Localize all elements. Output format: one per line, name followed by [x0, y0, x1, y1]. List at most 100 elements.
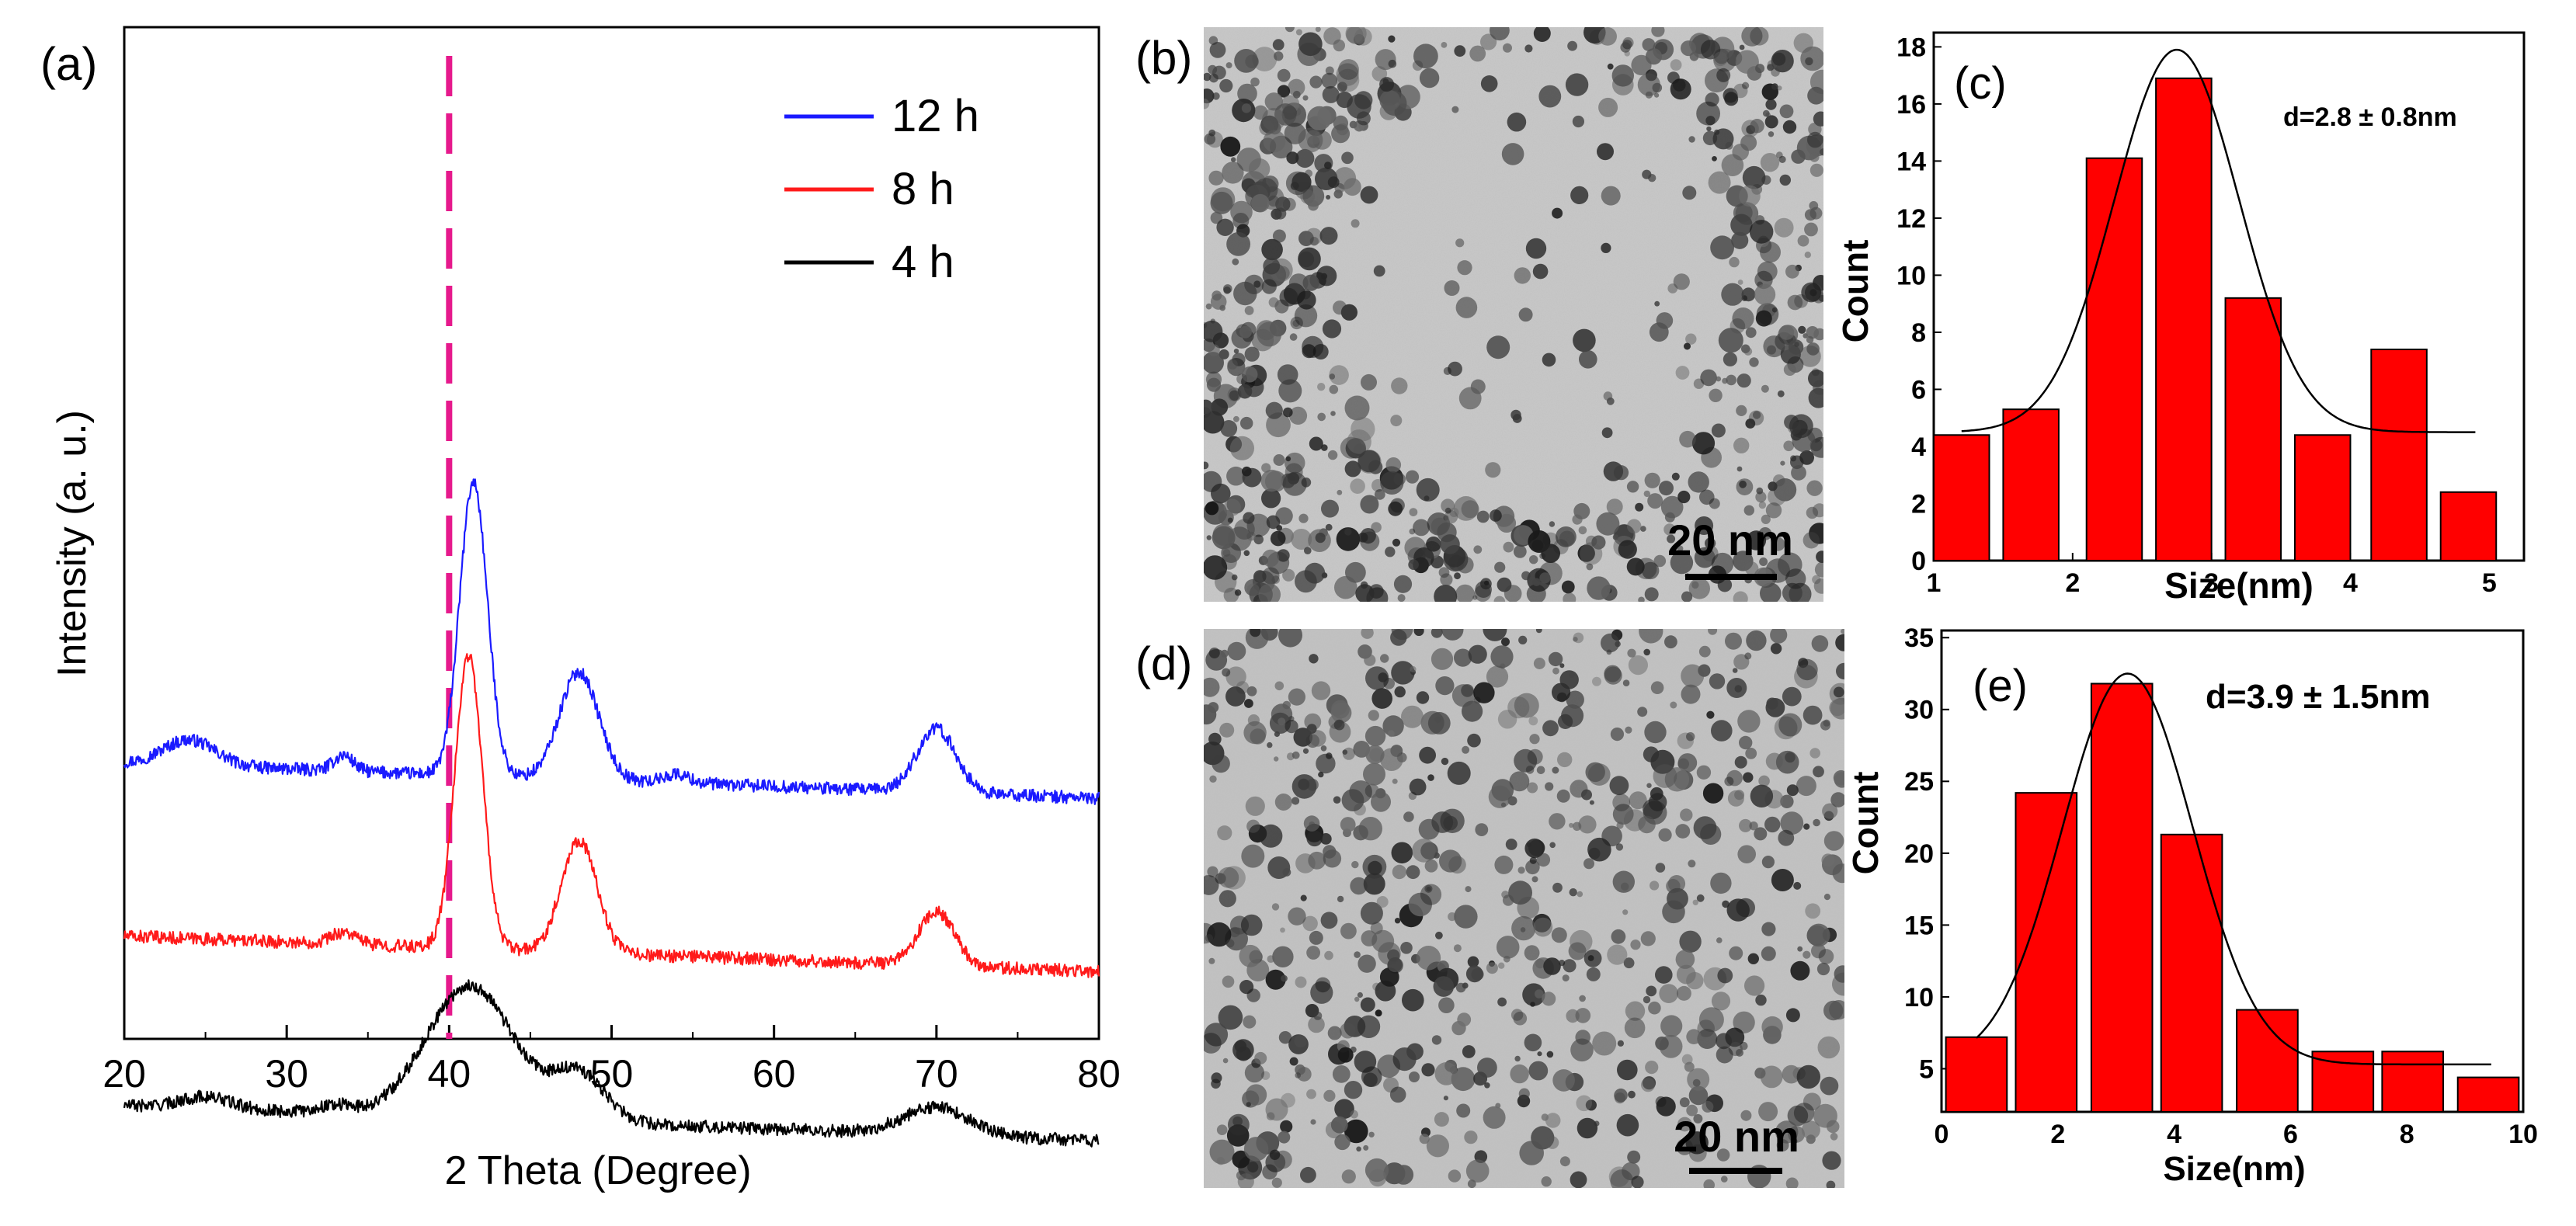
tem-particle [1344, 460, 1361, 478]
tem-particle [1392, 538, 1401, 547]
tem-particle [1406, 1043, 1424, 1061]
tem-particle [1483, 1106, 1506, 1129]
tem-particle [1412, 839, 1436, 863]
tem-particle [1302, 344, 1316, 359]
tem-particle [1609, 776, 1629, 796]
tem-particle [1698, 645, 1711, 658]
tem-particle [1232, 258, 1239, 266]
tem-particle [1761, 384, 1769, 393]
tem-particle [1746, 630, 1767, 651]
tem-particle [1363, 1072, 1378, 1087]
tem-particle [1589, 800, 1594, 805]
tem-particle [1350, 1110, 1358, 1119]
tem-particle [1323, 845, 1337, 859]
tem-particle [1732, 307, 1754, 330]
tem-particle [1329, 365, 1349, 385]
tem-particle [1627, 648, 1636, 658]
tem-particle [1300, 1166, 1316, 1183]
scale-bar-d-label: 20 nm [1674, 1112, 1799, 1161]
tem-particle [1647, 493, 1663, 509]
tem-particle [1327, 450, 1338, 460]
tem-particle [1240, 914, 1263, 936]
tem-particle [1379, 967, 1399, 987]
tem-particle [1365, 745, 1385, 765]
tem-particle [1737, 845, 1756, 863]
tem-particle [1298, 32, 1323, 57]
tem-particle [1231, 157, 1236, 162]
tem-particle [1416, 478, 1440, 502]
tem-particle [1361, 930, 1378, 946]
tem-particle [1524, 1033, 1542, 1052]
tem-particle [1461, 684, 1474, 697]
tem-particle [1823, 831, 1844, 851]
tem-particle [1416, 946, 1441, 971]
tem-particle [1519, 1141, 1544, 1165]
xrd-series-line [123, 653, 1100, 978]
hist-e-gaussian-fit [1976, 672, 2491, 1066]
tem-particle [1615, 843, 1624, 851]
xrd-x-tick-label: 50 [590, 1052, 634, 1096]
tem-particle [1427, 774, 1434, 781]
tem-particle [1317, 383, 1326, 391]
tem-particle [1709, 388, 1723, 402]
tem-particle [1441, 629, 1464, 641]
tem-particle [1212, 92, 1220, 100]
tem-particle [1435, 676, 1455, 696]
tem-particle [1814, 561, 1823, 578]
tem-particle [1204, 461, 1209, 470]
tem-particle [1603, 391, 1613, 401]
tem-particle [1681, 664, 1705, 688]
tem-particle [1531, 876, 1538, 883]
tem-particle [1711, 992, 1731, 1011]
tem-particle [1742, 165, 1766, 189]
tem-particle [1570, 186, 1589, 204]
tem-particle [1742, 82, 1750, 89]
tem-particle [1545, 1136, 1559, 1149]
tem-particle [1557, 752, 1573, 768]
tem-particle [1277, 68, 1291, 82]
tem-particle [1734, 685, 1743, 693]
tem-particle [1323, 1089, 1336, 1102]
tem-particle [1565, 73, 1589, 96]
tem-particle [1465, 886, 1472, 893]
tem-particle [1624, 1017, 1646, 1039]
tem-particle [1823, 894, 1830, 901]
tem-particle [1583, 949, 1602, 967]
tem-particle [1583, 858, 1594, 870]
legend-label: 8 h [892, 164, 954, 214]
tem-particle [1454, 572, 1461, 580]
tem-particle [1439, 849, 1462, 873]
tem-particle [1246, 531, 1256, 541]
tem-particle [1570, 929, 1593, 953]
tem-particle [1598, 27, 1618, 46]
tem-particle [1800, 46, 1823, 71]
tem-particle [1273, 454, 1285, 466]
tem-particle [1307, 106, 1332, 130]
hist-bar [2311, 1051, 2375, 1113]
tem-particle [1363, 873, 1385, 895]
tem-particle [1503, 541, 1514, 553]
tem-particle [1440, 573, 1453, 586]
tem-particle [1730, 214, 1753, 236]
tem-particle [1236, 373, 1247, 384]
tem-particle [1648, 793, 1667, 811]
tem-particle [1408, 559, 1419, 570]
tem-particle [1521, 571, 1531, 581]
tem-particle [1204, 677, 1220, 697]
tem-particle [1295, 1064, 1305, 1075]
tem-particle [1811, 635, 1829, 652]
tem-particle [1789, 414, 1813, 439]
tem-particle [1431, 1035, 1442, 1045]
tem-particle [1402, 988, 1424, 1012]
legend-label: 12 h [892, 91, 979, 141]
tem-particle [1392, 864, 1407, 880]
tem-particle [1610, 728, 1624, 742]
tem-particle [1712, 156, 1717, 161]
tem-particle [1587, 576, 1611, 600]
tem-particle [1765, 752, 1783, 770]
hist-c-gaussian-fit [1961, 48, 2476, 433]
tem-particle [1677, 753, 1698, 773]
tem-particle [1783, 363, 1796, 376]
tem-particle [1675, 366, 1690, 380]
tem-particle [1761, 856, 1775, 869]
